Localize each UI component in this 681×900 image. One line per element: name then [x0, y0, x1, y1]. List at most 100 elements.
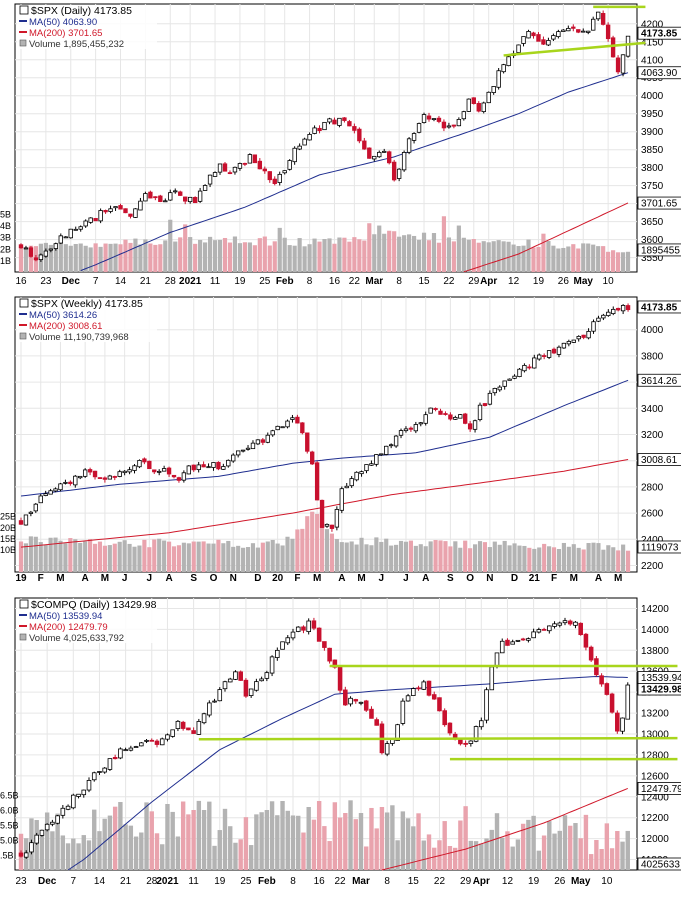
candle [557, 621, 563, 628]
candle [578, 622, 583, 636]
candle [161, 465, 167, 472]
candle-body [158, 195, 163, 202]
candle-body [71, 794, 76, 809]
candle [352, 123, 357, 134]
candle [88, 217, 93, 224]
volume-bar [491, 241, 496, 272]
candle [92, 470, 98, 480]
candle [388, 443, 394, 449]
price-tick-label: 2800 [641, 482, 664, 493]
date-tick-label: J [379, 573, 385, 584]
volume-bar [153, 244, 158, 272]
volume-bar [128, 825, 134, 870]
candle-body [591, 321, 596, 332]
candle-body [238, 671, 243, 681]
volume-bar [552, 833, 557, 870]
candle [479, 717, 484, 730]
candle-body [337, 117, 342, 126]
candle [217, 687, 223, 702]
volume-bar [173, 241, 178, 272]
volume-bar [332, 802, 338, 870]
candle [354, 471, 359, 482]
candle [571, 24, 576, 32]
candle [18, 517, 24, 525]
date-tick-label: 23 [15, 876, 27, 887]
candle-body [227, 172, 233, 175]
candle [601, 313, 606, 321]
candle-body [207, 702, 212, 716]
volume-legend-swatch [19, 633, 27, 641]
candle-body [426, 680, 432, 696]
candle-body [471, 97, 476, 104]
volume-bar [591, 244, 596, 272]
volume-bar [307, 244, 312, 272]
candle [348, 696, 353, 707]
volume-tick-label: .5B [0, 851, 14, 861]
volume-bar [44, 812, 50, 870]
date-tick-label: 8 [396, 276, 402, 287]
candle-body [207, 174, 213, 185]
candle [581, 334, 586, 340]
volume-bar [63, 543, 68, 572]
legend-symbol: $SPX (Weekly) 4173.85 [31, 298, 143, 310]
candle [448, 412, 453, 421]
price-tick-label: 13000 [641, 730, 669, 741]
volume-bar [489, 829, 494, 870]
candle [362, 137, 367, 150]
candle-body [403, 428, 409, 432]
candle [396, 168, 402, 182]
volume-bar [137, 545, 142, 572]
candle-body [33, 257, 39, 261]
candle-body [122, 470, 127, 474]
candle [232, 166, 238, 175]
candle-body [48, 248, 54, 251]
candle-body [484, 689, 489, 721]
candle [82, 468, 88, 478]
candle-body [477, 404, 483, 421]
candle [556, 29, 561, 39]
candle-body [546, 40, 551, 46]
volume-bar [97, 831, 102, 870]
chart-panel-1: 3550360036503700375038003850390039504000… [0, 3, 681, 287]
candle-body [60, 807, 66, 816]
candle-body [148, 191, 153, 199]
candle [339, 486, 344, 514]
candle-body [557, 622, 563, 626]
volume-bar [58, 540, 63, 572]
volume-bar [379, 541, 384, 572]
candle [620, 54, 626, 77]
candle [312, 125, 317, 135]
candle [377, 150, 382, 158]
volume-bar [71, 838, 76, 870]
candle-body [311, 620, 317, 629]
volume-bar [458, 547, 463, 572]
candle [123, 208, 128, 214]
volume-bar [211, 543, 216, 572]
candle [436, 115, 442, 124]
candle [222, 680, 228, 692]
date-tick-label: Feb [258, 876, 276, 887]
candle-body [262, 168, 267, 172]
volume-bar [310, 511, 315, 572]
candlesticks [18, 10, 631, 262]
volume-bar [152, 539, 157, 572]
candle-body [384, 743, 390, 755]
candle-body [63, 236, 68, 239]
volume-bar [431, 233, 437, 272]
candlesticks [18, 617, 631, 859]
candle [231, 453, 236, 463]
candle [269, 655, 275, 677]
volume-bar [221, 543, 226, 572]
candle [122, 470, 127, 476]
candle-body [510, 641, 515, 645]
price-tick-label: 13200 [641, 709, 669, 720]
candle-body [546, 350, 552, 358]
volume-bar [621, 544, 626, 572]
volume-bar [561, 247, 566, 272]
candle [292, 146, 297, 165]
date-tick-label: F [38, 573, 44, 584]
volume-bar [517, 545, 522, 572]
volume-bar [416, 813, 421, 870]
candle-body [561, 29, 566, 32]
candle-body [586, 331, 591, 339]
